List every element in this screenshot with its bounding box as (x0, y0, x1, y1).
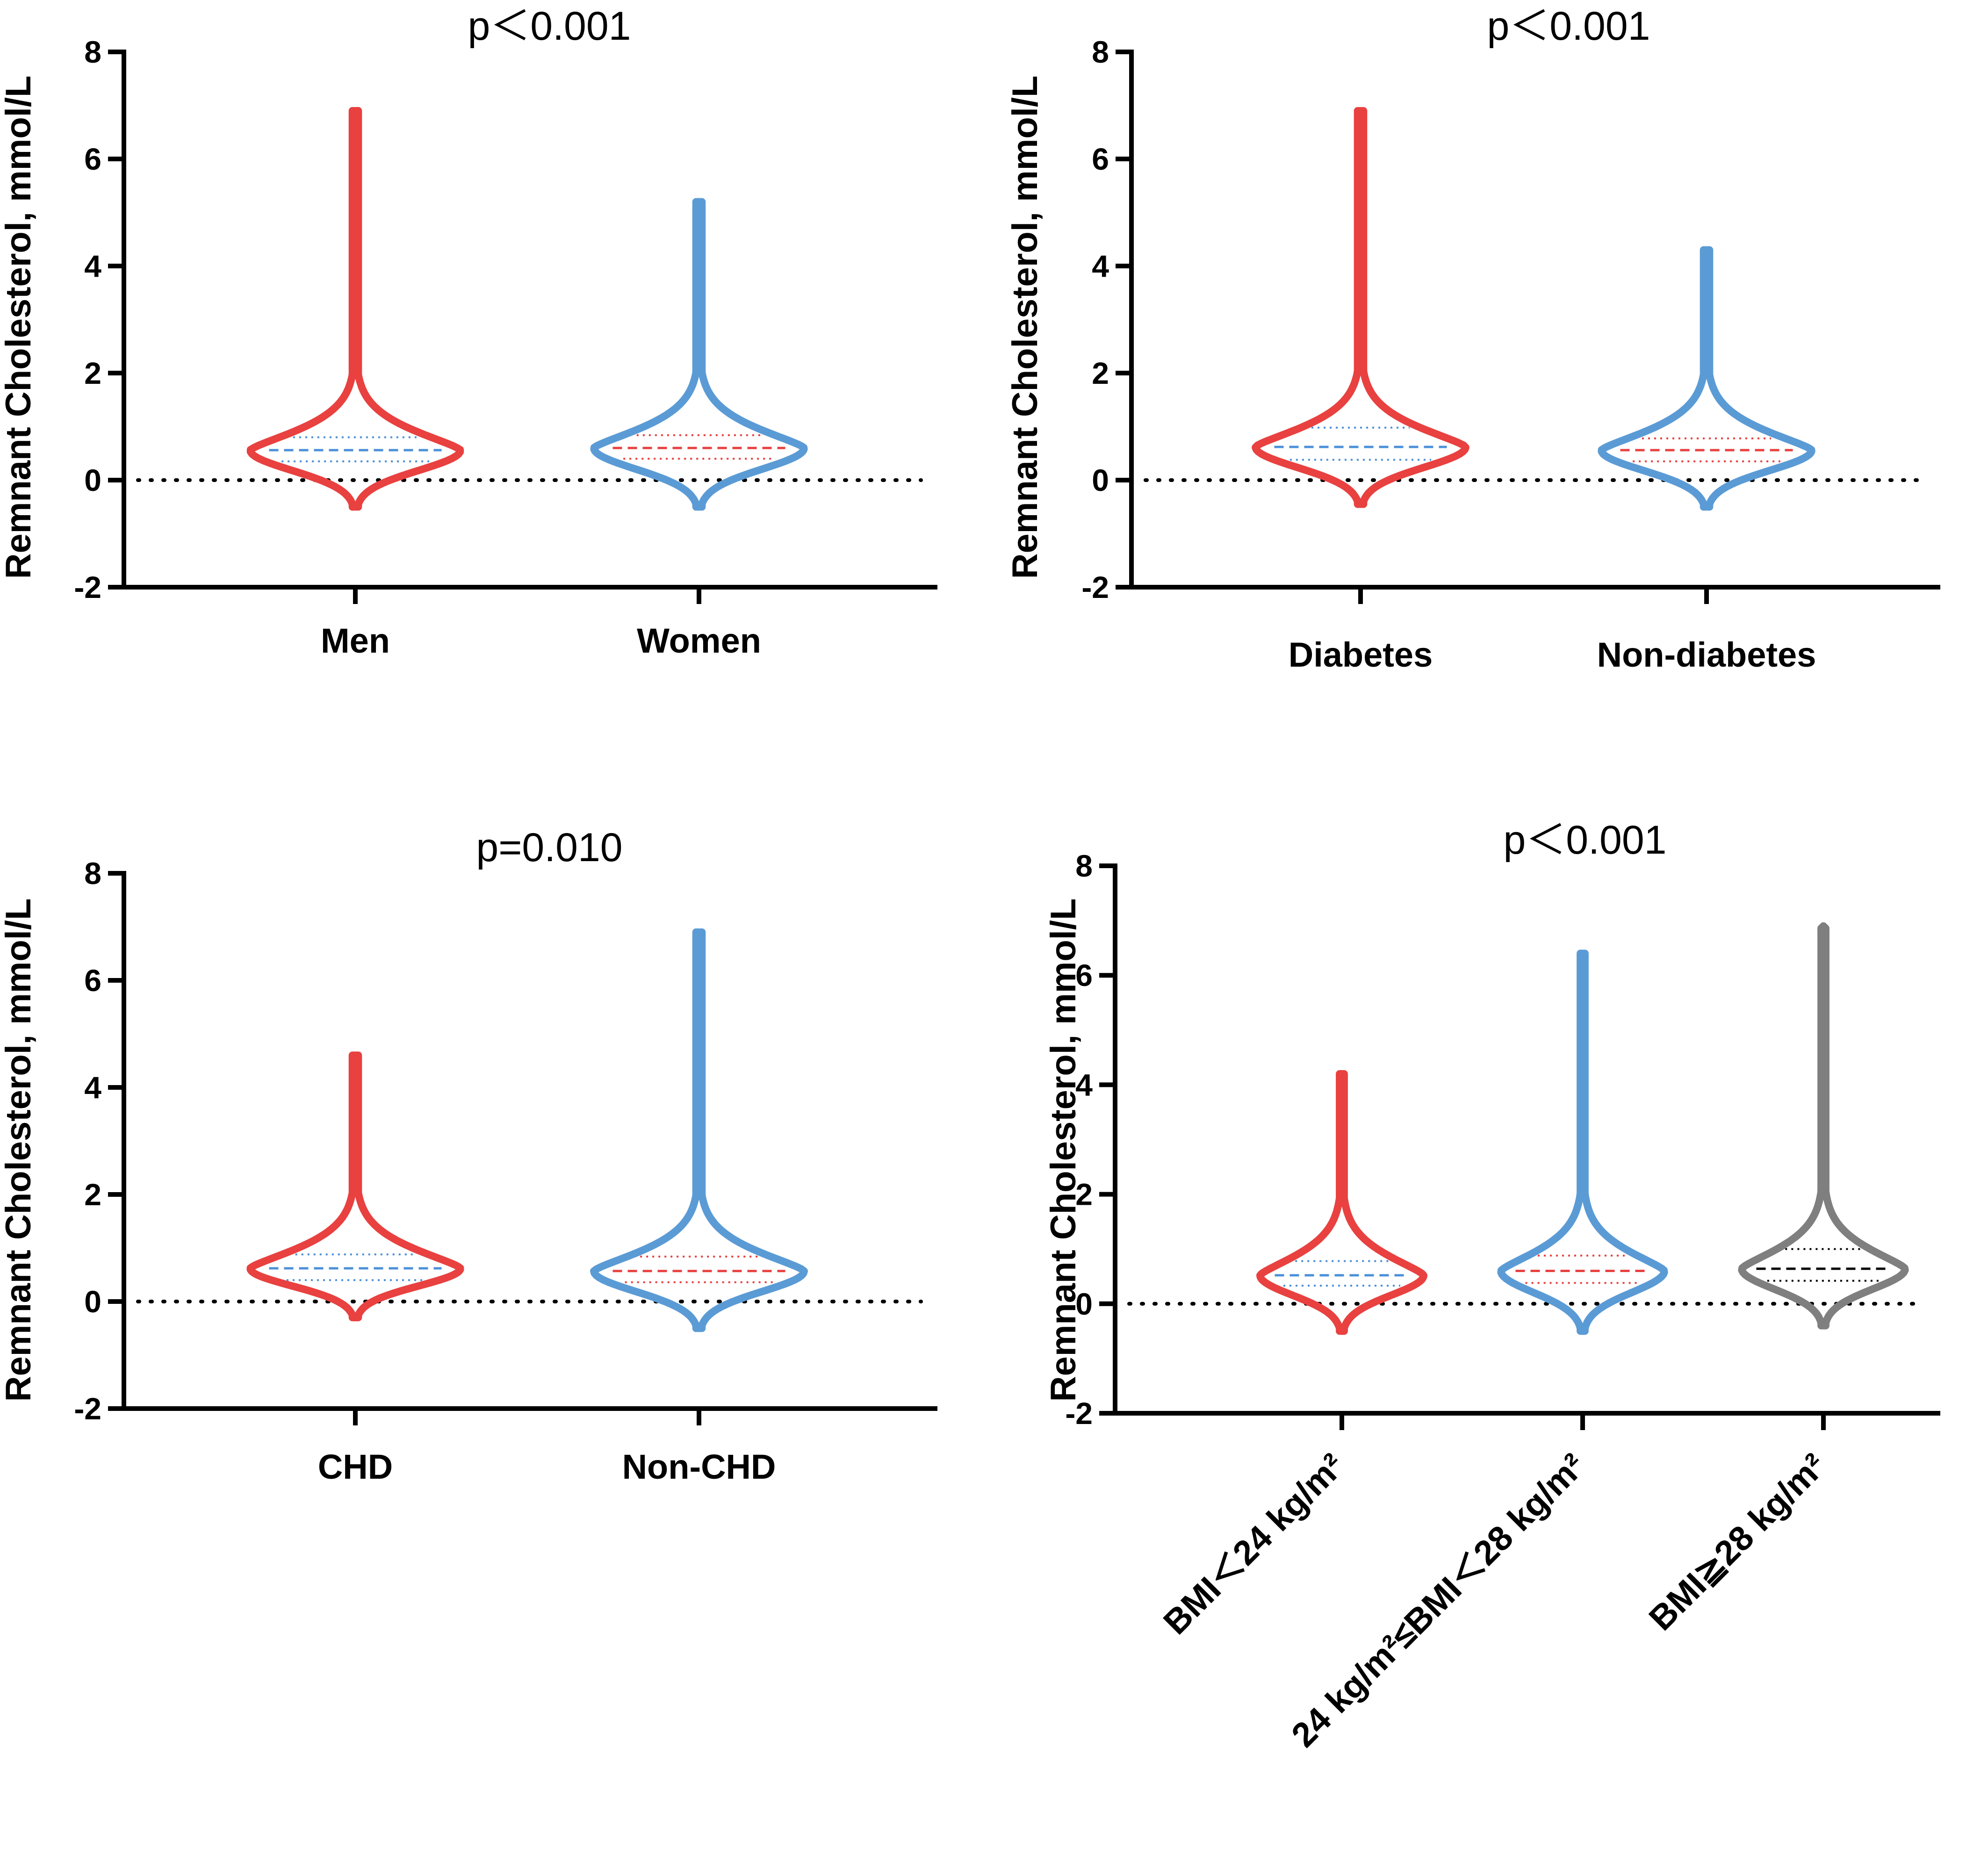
y-tick-label: 2 (84, 1177, 101, 1212)
category-label-bmi-28-kg-m: BMI≧28 kg/m² (1642, 1446, 1834, 1638)
y-tick-label: 6 (1075, 958, 1093, 993)
violin-non-chd (590, 928, 808, 1332)
y-tick-label: -2 (74, 570, 101, 604)
y-tick-label: 8 (1092, 35, 1109, 69)
y-tick-label: -2 (74, 1391, 101, 1426)
y-tick-label: 2 (84, 356, 101, 390)
category-label-chd: CHD (318, 1447, 393, 1486)
y-tick-label: 0 (84, 1284, 101, 1319)
category-label-non-diabetes: Non-diabetes (1597, 635, 1816, 674)
p-value-label: p=0.010 (476, 825, 622, 870)
violin-women (590, 198, 808, 511)
panel-3: -2 0 2 4 6 8 p=0.010 Remnant Cholesterol, mmol/… (0, 825, 937, 1486)
y-tick-label: 8 (1075, 849, 1093, 883)
category-label-bmi-24-kg-m: BMI＜24 kg/m² (1156, 1446, 1352, 1642)
p-value-label: p＜0.001 (1503, 818, 1666, 863)
y-axis-title: Remnant Cholesterol, mmol/L (1005, 76, 1045, 579)
violin-bmi-24-kg-m (1256, 1070, 1427, 1335)
y-tick-label: 8 (84, 856, 101, 891)
y-tick-label: 4 (84, 1070, 101, 1105)
y-tick-label: 6 (84, 963, 101, 998)
category-label-women: Women (637, 621, 761, 660)
violin-men (246, 107, 464, 511)
y-tick-label: 0 (1075, 1287, 1093, 1321)
y-tick-label: -2 (1081, 570, 1109, 604)
y-axis-title: Remnant Cholesterol, mmol/L (0, 899, 38, 1402)
p-value-label: p＜0.001 (1487, 4, 1650, 49)
panel-4: -2 0 2 4 6 8 p＜0.001 Remnant Cholesterol, mmol/… (1044, 818, 1940, 1755)
y-tick-label: 6 (1092, 142, 1109, 176)
y-tick-label: 2 (1092, 356, 1109, 390)
panel-1: -2 0 2 4 6 8 p＜0.001 Remnant Cholesterol, mmol/… (0, 4, 937, 660)
y-axis-title: Remnant Cholesterol, mmol/L (1044, 899, 1083, 1402)
violin-bmi-28-kg-m (1738, 922, 1909, 1330)
violin-chd (246, 1051, 464, 1322)
y-tick-label: 8 (84, 35, 101, 69)
category-label-diabetes: Diabetes (1289, 635, 1433, 674)
y-tick-label: 0 (84, 463, 101, 497)
y-tick-label: 4 (1075, 1067, 1093, 1102)
y-tick-label: 4 (1092, 249, 1109, 283)
violin-diabetes (1252, 107, 1469, 508)
y-tick-label: 4 (84, 249, 101, 283)
violin-24-kg-m-bmi-28-kg-m (1497, 949, 1668, 1335)
category-label-non-chd: Non-CHD (622, 1447, 776, 1486)
y-tick-label: 2 (1075, 1177, 1093, 1212)
y-tick-label: 0 (1092, 463, 1109, 497)
category-label-men: Men (321, 621, 390, 660)
y-tick-label: -2 (1065, 1396, 1093, 1431)
violin-non-diabetes (1598, 246, 1815, 511)
y-axis-title: Remnant Cholesterol, mmol/L (0, 76, 38, 579)
p-value-label: p＜0.001 (468, 4, 631, 49)
y-tick-label: 6 (84, 142, 101, 176)
panel-2: -2 0 2 4 6 8 p＜0.001 Remnant Cholesterol, mmol/… (1005, 4, 1940, 674)
